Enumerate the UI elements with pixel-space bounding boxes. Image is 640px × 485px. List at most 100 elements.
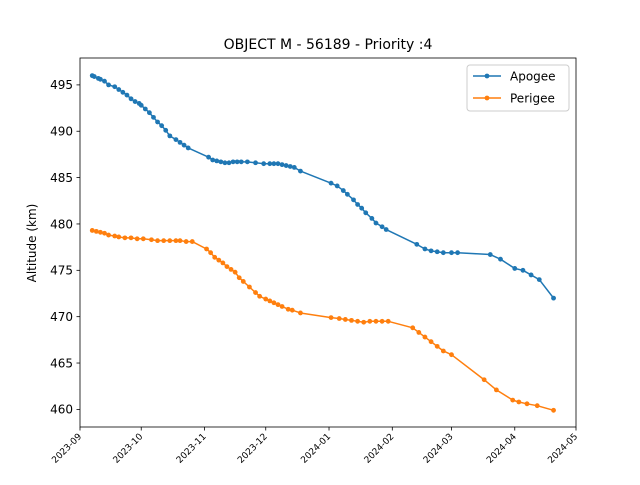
data-point-perigee (89, 228, 95, 233)
data-point-perigee (149, 237, 154, 243)
data-point-apogee (434, 249, 440, 255)
data-point-perigee (216, 257, 222, 263)
data-point-perigee (524, 401, 530, 407)
data-point-apogee (151, 114, 156, 120)
data-point-perigee (228, 266, 234, 272)
data-point-perigee (173, 238, 179, 244)
data-point-apogee (328, 180, 334, 186)
data-point-perigee (140, 236, 146, 242)
y-tick-label: 495 (50, 78, 73, 92)
data-point-perigee (285, 306, 291, 312)
data-point-perigee (183, 239, 189, 244)
data-point-apogee (512, 266, 518, 271)
data-point-apogee (279, 162, 285, 168)
y-tick-label: 470 (50, 310, 73, 324)
data-point-apogee (351, 197, 356, 203)
data-point-perigee (208, 250, 214, 256)
data-point-apogee (253, 160, 258, 166)
data-point-perigee (416, 330, 422, 335)
data-point-perigee (373, 318, 379, 324)
data-point-perigee (361, 319, 367, 325)
data-point-apogee (210, 157, 216, 163)
plot-area (89, 73, 556, 413)
legend-marker-apogee (484, 73, 490, 79)
data-point-apogee (449, 250, 454, 256)
data-point-perigee (155, 238, 160, 244)
data-point-perigee (102, 230, 107, 236)
data-point-apogee (181, 142, 187, 148)
data-point-apogee (91, 74, 97, 79)
data-point-perigee (275, 302, 281, 308)
data-point-perigee (236, 275, 242, 281)
legend-label-apogee: Apogee (510, 69, 556, 83)
data-point-apogee (551, 295, 556, 301)
data-point-perigee (551, 407, 556, 413)
data-point-apogee (344, 191, 350, 197)
data-point-perigee (232, 269, 238, 275)
data-point-perigee (253, 290, 258, 295)
data-point-perigee (247, 284, 252, 290)
data-point-perigee (481, 377, 487, 383)
data-point-perigee (224, 264, 230, 270)
data-point-apogee (128, 96, 134, 102)
data-point-perigee (220, 260, 226, 266)
data-point-perigee (267, 298, 273, 304)
series-line-perigee (92, 229, 554, 412)
data-point-perigee (116, 234, 122, 240)
data-point-apogee (287, 164, 293, 169)
data-point-perigee (336, 316, 342, 321)
data-point-perigee (106, 232, 111, 238)
data-point-apogee (340, 188, 346, 193)
data-point-perigee (342, 317, 348, 322)
data-point-apogee (261, 161, 267, 167)
data-point-apogee (120, 89, 126, 95)
data-point-apogee (155, 119, 160, 125)
data-point-apogee (116, 87, 122, 92)
data-point-apogee (373, 220, 379, 226)
data-point-perigee (494, 387, 499, 393)
data-point-perigee (98, 229, 103, 235)
data-point-apogee (334, 183, 340, 189)
data-point-perigee (298, 310, 303, 316)
data-point-apogee (440, 250, 446, 256)
data-point-apogee (222, 160, 228, 166)
data-point-perigee (440, 348, 446, 354)
data-point-perigee (385, 318, 391, 324)
data-point-apogee (132, 99, 138, 104)
y-tick-label: 485 (50, 171, 73, 185)
data-point-apogee (102, 78, 107, 84)
data-point-perigee (161, 238, 167, 244)
data-point-perigee (422, 334, 428, 340)
data-point-apogee (275, 161, 281, 167)
y-tick-label: 460 (50, 403, 73, 417)
data-point-apogee (271, 161, 277, 167)
data-point-apogee (138, 102, 144, 108)
data-point-apogee (359, 205, 365, 211)
data-point-apogee (498, 256, 503, 262)
data-point-apogee (124, 92, 130, 98)
data-point-perigee (355, 318, 360, 324)
data-point-perigee (112, 233, 118, 239)
data-point-perigee (449, 352, 454, 358)
data-point-apogee (234, 159, 240, 165)
data-point-perigee (189, 239, 195, 244)
data-point-apogee (163, 127, 169, 133)
data-point-apogee (142, 106, 148, 112)
data-point-apogee (173, 137, 179, 142)
y-tick-label: 465 (50, 356, 73, 370)
data-point-perigee (516, 399, 522, 405)
data-point-apogee (455, 250, 461, 256)
y-axis-label: Altitude (km) (25, 204, 39, 283)
data-point-apogee (422, 246, 428, 252)
y-tick-label: 480 (50, 217, 73, 231)
data-point-apogee (487, 252, 493, 257)
data-point-perigee (328, 315, 334, 320)
data-point-apogee (206, 154, 211, 160)
data-point-perigee (263, 296, 269, 302)
legend-marker-perigee (484, 95, 490, 101)
axes-frame (79, 57, 577, 428)
data-point-apogee (167, 133, 173, 139)
data-point-perigee (134, 236, 140, 242)
